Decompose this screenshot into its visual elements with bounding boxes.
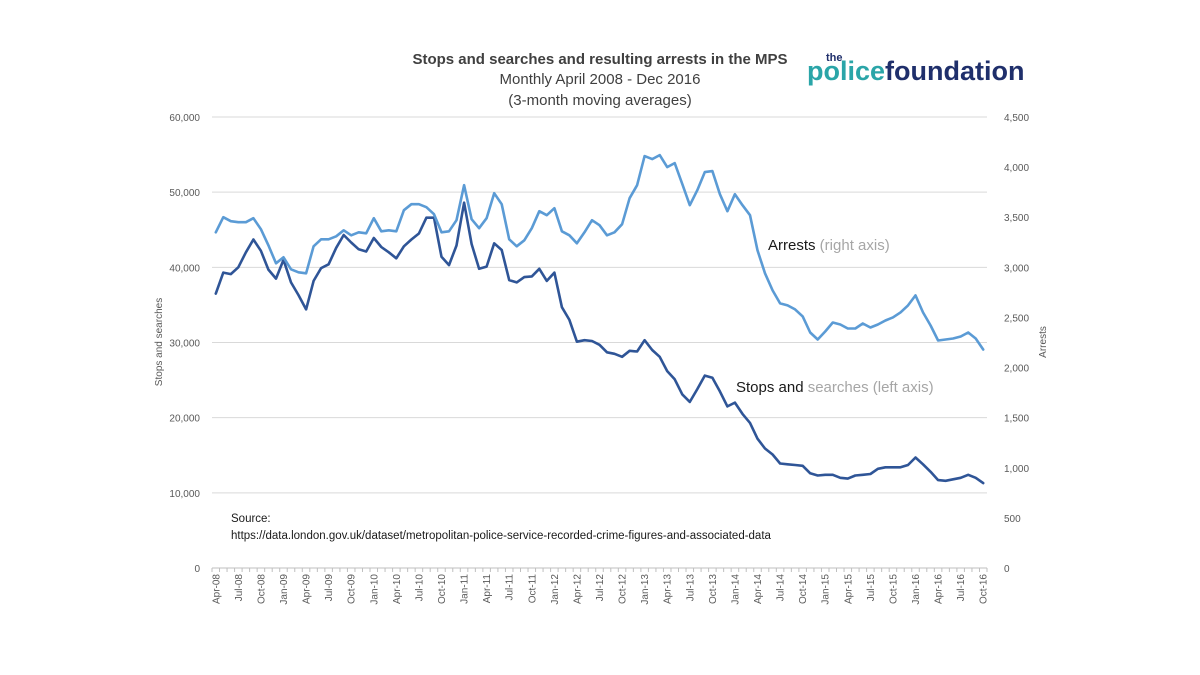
x-tick-label: Jan-10: [369, 574, 380, 605]
x-tick-label: Jan-12: [550, 574, 561, 605]
y-left-tick-label: 20,000: [169, 414, 200, 425]
x-tick-label: Jan-16: [911, 574, 922, 605]
y-left-tick-label: 40,000: [169, 263, 200, 274]
y-right-tick-label: 500: [1004, 514, 1021, 525]
x-tick-label: Apr-15: [843, 574, 854, 604]
x-axis-ticks: Apr-08 Jul-08 Oct-08 Jan-09 Apr-09 Jul-09 Oct-…: [211, 568, 990, 605]
x-tick-label: Oct-11: [527, 574, 538, 604]
x-tick-label: Apr-16: [934, 574, 945, 604]
y-left-tick-label: 50,000: [169, 188, 200, 199]
y-left-tick-label: 30,000: [169, 339, 200, 350]
x-tick-label: Jan-11: [460, 574, 471, 604]
y-right-tick-label: 2,500: [1004, 313, 1029, 324]
source-label: Source:: [231, 513, 271, 525]
arrests-annotation: Arrests (right axis): [768, 237, 890, 254]
gridlines: [212, 116, 987, 569]
x-tick-label: Jan-09: [279, 574, 290, 605]
x-tick-label: Apr-09: [302, 574, 313, 604]
stops-annotation: Stops and searches (left axis): [736, 379, 934, 396]
x-tick-label: Oct-15: [888, 574, 899, 604]
y-right-tick-label: 3,500: [1004, 213, 1029, 224]
source-url: https://data.london.gov.uk/dataset/metro…: [231, 530, 772, 542]
x-tick-label: Oct-08: [256, 574, 267, 604]
arrests-annotation-grey: (right axis): [816, 237, 890, 254]
y-right-tick-label: 0: [1004, 564, 1010, 575]
y-right-tick-label: 4,500: [1004, 113, 1029, 124]
x-tick-label: Jul-11: [505, 574, 516, 601]
x-tick-label: Jan-14: [730, 574, 741, 605]
x-tick-label: Jul-13: [685, 574, 696, 602]
y-axis-right-label: Arrests: [1038, 326, 1049, 358]
x-tick-label: Apr-14: [753, 574, 764, 604]
y-right-tick-label: 2,000: [1004, 364, 1029, 375]
chart-subtitle-note: (3-month moving averages): [508, 92, 691, 109]
series-lines: [214, 153, 985, 485]
x-tick-label: Jan-13: [640, 574, 651, 605]
x-tick-label: Jul-15: [866, 574, 877, 602]
x-tick-label: Jul-16: [956, 574, 967, 602]
stops-annotation-grey: searches (left axis): [808, 379, 934, 396]
x-tick-label: Oct-16: [979, 574, 990, 604]
y-right-tick-label: 1,000: [1004, 464, 1029, 475]
x-tick-label: Jul-09: [324, 574, 335, 602]
x-tick-label: Jul-12: [595, 574, 606, 602]
logo-police-word: police: [807, 56, 885, 86]
logo-wordmark: policefoundation: [807, 56, 1025, 86]
arrests-annotation-dark: Arrests: [768, 237, 816, 254]
logo-the-text: the: [826, 52, 843, 64]
x-tick-label: Jan-15: [821, 574, 832, 605]
y-axis-left-label: Stops and searches: [154, 298, 165, 386]
y-left-tick-label: 10,000: [169, 489, 200, 500]
x-tick-label: Oct-10: [437, 574, 448, 604]
y-right-tick-label: 4,000: [1004, 163, 1029, 174]
x-tick-label: Oct-13: [708, 574, 719, 604]
chart-title: Stops and searches and resulting arrests…: [412, 51, 787, 68]
x-tick-label: Apr-13: [663, 574, 674, 604]
series-line-arrests: [214, 153, 985, 351]
x-tick-label: Oct-14: [798, 574, 809, 604]
stops-annotation-dark: Stops and: [736, 379, 808, 396]
series-line-stops-and-searches: [214, 201, 985, 485]
y-right-tick-label: 1,500: [1004, 414, 1029, 425]
y-axis-right-ticks: 0 500 1,000 1,500 2,000 2,500 3,000 3,500 4,000 4…: [1004, 113, 1029, 575]
x-tick-label: Apr-12: [572, 574, 583, 604]
police-foundation-logo: the policefoundation: [807, 52, 1025, 86]
logo-foundation-word: foundation: [885, 56, 1024, 86]
chart-subtitle: Monthly April 2008 - Dec 2016: [500, 71, 701, 88]
x-tick-label: Jul-08: [234, 574, 245, 602]
x-tick-label: Oct-09: [347, 574, 358, 604]
x-tick-label: Apr-11: [482, 574, 493, 604]
y-right-tick-label: 3,000: [1004, 263, 1029, 274]
x-tick-label: Jul-10: [414, 574, 425, 602]
y-left-tick-label: 0: [194, 564, 200, 575]
x-tick-label: Oct-12: [618, 574, 629, 604]
y-left-tick-label: 60,000: [169, 113, 200, 124]
x-tick-label: Jul-14: [776, 574, 787, 602]
y-axis-left-ticks: 0 10,000 20,000 30,000 40,000 50,000 60,000: [169, 113, 200, 575]
x-tick-label: Apr-10: [392, 574, 403, 604]
x-tick-label: Apr-08: [211, 574, 222, 604]
